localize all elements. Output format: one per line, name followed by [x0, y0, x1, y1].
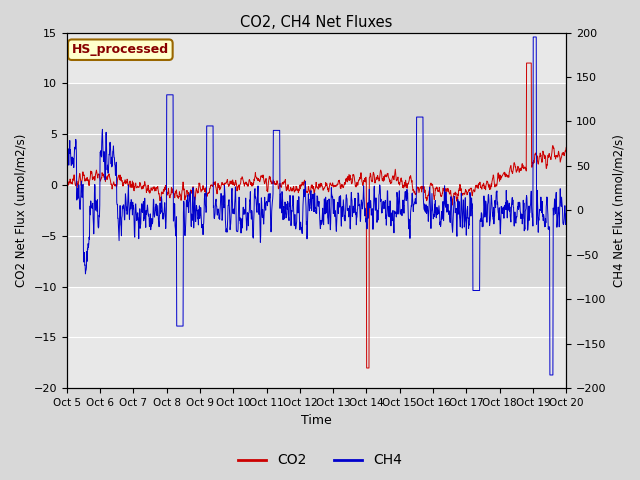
Bar — [67, 84, 566, 287]
Y-axis label: CH4 Net Flux (nmol/m2/s): CH4 Net Flux (nmol/m2/s) — [612, 134, 625, 287]
Legend: CO2, CH4: CO2, CH4 — [232, 448, 408, 473]
X-axis label: Time: Time — [301, 414, 332, 427]
Y-axis label: CO2 Net Flux (umol/m2/s): CO2 Net Flux (umol/m2/s) — [15, 134, 28, 287]
Text: HS_processed: HS_processed — [72, 43, 169, 56]
Title: CO2, CH4 Net Fluxes: CO2, CH4 Net Fluxes — [240, 15, 393, 30]
